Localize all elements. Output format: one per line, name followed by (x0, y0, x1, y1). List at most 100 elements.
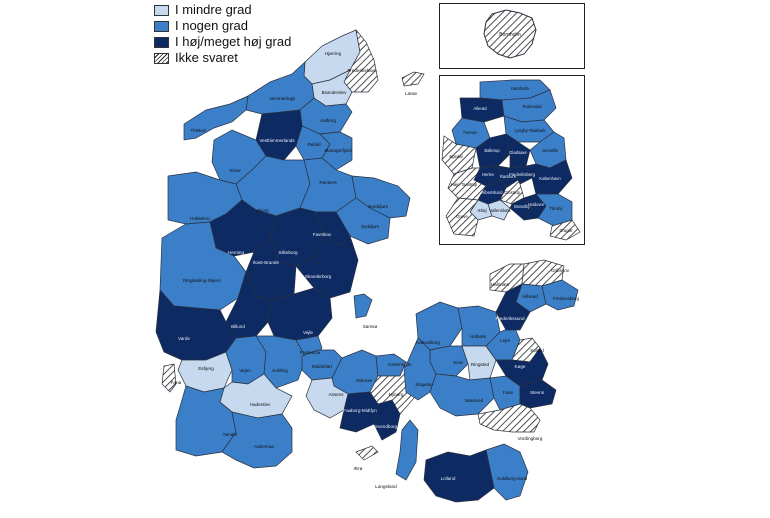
region-label-guldborgsund: Guldborg-sund (497, 476, 528, 481)
region-aero[interactable] (355, 445, 379, 461)
region-label-stevns: Stevns (530, 390, 545, 395)
region-skanderborg[interactable] (295, 231, 359, 299)
legend-item-hatch: Ikke svaret (154, 50, 304, 66)
capital-region-label-13: Høje-Taastrup (451, 182, 478, 187)
capital-region-label-11: Frederiksberg (509, 172, 536, 177)
capital-region-label-20: Greve (456, 214, 468, 219)
region-frederikshavn[interactable] (343, 28, 379, 93)
capital-region-label-8: Gentofte (542, 148, 559, 153)
region-label-holbaek: Holbæk (470, 334, 487, 339)
municipality-labels: Hjørring Frederikshavn Læsø Brønderslev Jamm… (171, 51, 580, 489)
region-label-esbjerg: Esbjerg (198, 366, 214, 371)
region-label-lejre: Lejre (500, 338, 511, 343)
region-bornholm-inset[interactable] (483, 9, 537, 59)
region-label-ikast: Ikast-Brande (253, 260, 279, 265)
region-label-middelfart: Middelfart (312, 364, 333, 369)
bornholm-inset: Bornholm (439, 3, 585, 69)
region-guldborgsund[interactable] (485, 443, 529, 501)
region-vordingborg[interactable] (477, 403, 541, 433)
capital-region-label-14: Albertslund (482, 190, 504, 195)
region-label-herning: Herning (228, 250, 245, 255)
region-label-mariagerfjord: Mariagerfjord (324, 148, 352, 153)
region-label-syddjurs: Syddjurs (361, 224, 380, 229)
region-label-faxe: Faxe (503, 390, 514, 395)
capital-region-17[interactable] (487, 199, 511, 221)
region-naestved[interactable] (429, 373, 495, 417)
region-label-randers: Randers (319, 180, 337, 185)
region-label-viborg: Viborg (255, 208, 269, 213)
capital-region-20[interactable] (445, 197, 479, 237)
bornholm-inset-map: Bornholm (483, 9, 537, 59)
region-label-halsnaes: Halsnæs (491, 282, 510, 287)
legend-label: I nogen grad (175, 18, 249, 33)
region-label-rebild: Rebild (307, 142, 320, 147)
capital-region-label-16: Ishøj (477, 208, 486, 213)
region-langeland[interactable] (395, 419, 419, 481)
region-label-svendborg: Svendborg (375, 424, 398, 429)
legend-swatch-medium (154, 20, 169, 32)
region-label-kerteminde: Kerteminde (388, 362, 412, 367)
region-label-hjorring: Hjørring (325, 51, 342, 56)
capital-region-label-0: Hørsholm (511, 86, 530, 91)
region-mariagerfjord[interactable] (319, 131, 353, 171)
region-label-norddjurs: Norddjurs (368, 204, 389, 209)
region-label-gribskov: Gribskov (551, 268, 570, 273)
municipality-layer (155, 28, 579, 503)
capital-region-label-4: Lyngby-Taarbæk (514, 128, 546, 133)
capital-labels: Hørsholm Allerød Rudersdal Furesø Lyngby-Taa… (449, 86, 573, 233)
region-label-vesthimmerland: Vesthimmerlands (259, 138, 295, 143)
region-label-skive: Skive (229, 168, 241, 173)
region-label-slagelse: Slagelse (415, 382, 433, 387)
capital-region-label-22: Dragør (559, 228, 573, 233)
region-label-laeso: Læsø (405, 91, 417, 96)
capital-region-label-10: Rødovre (500, 174, 517, 179)
region-label-aabenraa: Aabenraa (254, 444, 274, 449)
region-lolland[interactable] (423, 449, 495, 503)
capital-region-12[interactable] (525, 159, 573, 195)
region-label-billund: Billund (231, 324, 245, 329)
region-jammerbugt[interactable] (245, 61, 315, 115)
region-aabenraa[interactable] (221, 411, 293, 469)
region-label-odense: Odense (356, 378, 373, 383)
region-label-samso: Samsø (363, 324, 378, 329)
region-label-silkeborg: Silkeborg (278, 250, 298, 255)
region-fredensborg[interactable] (541, 279, 579, 311)
region-label-aero: Ærø (354, 466, 363, 471)
region-label-sorø: Sorø (453, 360, 463, 365)
region-fano[interactable] (161, 363, 177, 393)
region-label-faaborg: Faaborg-Midtfyn (343, 408, 377, 413)
region-label-aalborg: Aalborg (320, 118, 336, 123)
region-label-fano: Fanø (171, 380, 182, 385)
capital-region-label-18: Brøndby (514, 204, 531, 209)
legend-label: I mindre grad (175, 2, 252, 17)
region-label-kalundborg: Kalundborg (416, 340, 440, 345)
region-label-naestved: Næstved (465, 398, 484, 403)
region-label-haderslev: Haderslev (250, 402, 271, 407)
region-laeso[interactable] (401, 71, 425, 87)
region-syddjurs[interactable] (335, 197, 391, 245)
capital-inset-map: Hørsholm Allerød Rudersdal Furesø Lyngby-Taa… (441, 79, 581, 241)
region-samso[interactable] (353, 293, 373, 319)
legend-swatch-hatch (154, 52, 169, 64)
region-label-bronderslev: Brønderslev (322, 90, 347, 95)
region-frederikssund[interactable] (495, 283, 531, 331)
legend: I mindre grad I nogen grad I høj/meget h… (154, 2, 304, 66)
region-label-assens: Assens (328, 392, 344, 397)
legend-item-medium: I nogen grad (154, 18, 304, 34)
capital-region-label-2: Rudersdal (522, 104, 541, 109)
region-label-fredensborg: Fredensborg (553, 296, 579, 301)
bornholm-label: Bornholm (499, 32, 520, 38)
region-label-solrod: Solrød (530, 348, 544, 353)
region-vejle[interactable] (267, 287, 333, 341)
capital-region-label-9: Herlev (482, 172, 495, 177)
capital-region-11[interactable] (509, 165, 533, 185)
region-kolding[interactable] (255, 335, 307, 389)
capital-region-label-12: København (539, 176, 561, 181)
region-label-fredericia: Fredericia (300, 350, 321, 355)
legend-item-dark: I høj/meget høj grad (154, 34, 304, 50)
capital-region-22[interactable] (549, 219, 581, 241)
region-label-vejle: Vejle (303, 330, 313, 335)
legend-swatch-dark (154, 36, 169, 48)
region-thisted[interactable] (183, 95, 249, 141)
